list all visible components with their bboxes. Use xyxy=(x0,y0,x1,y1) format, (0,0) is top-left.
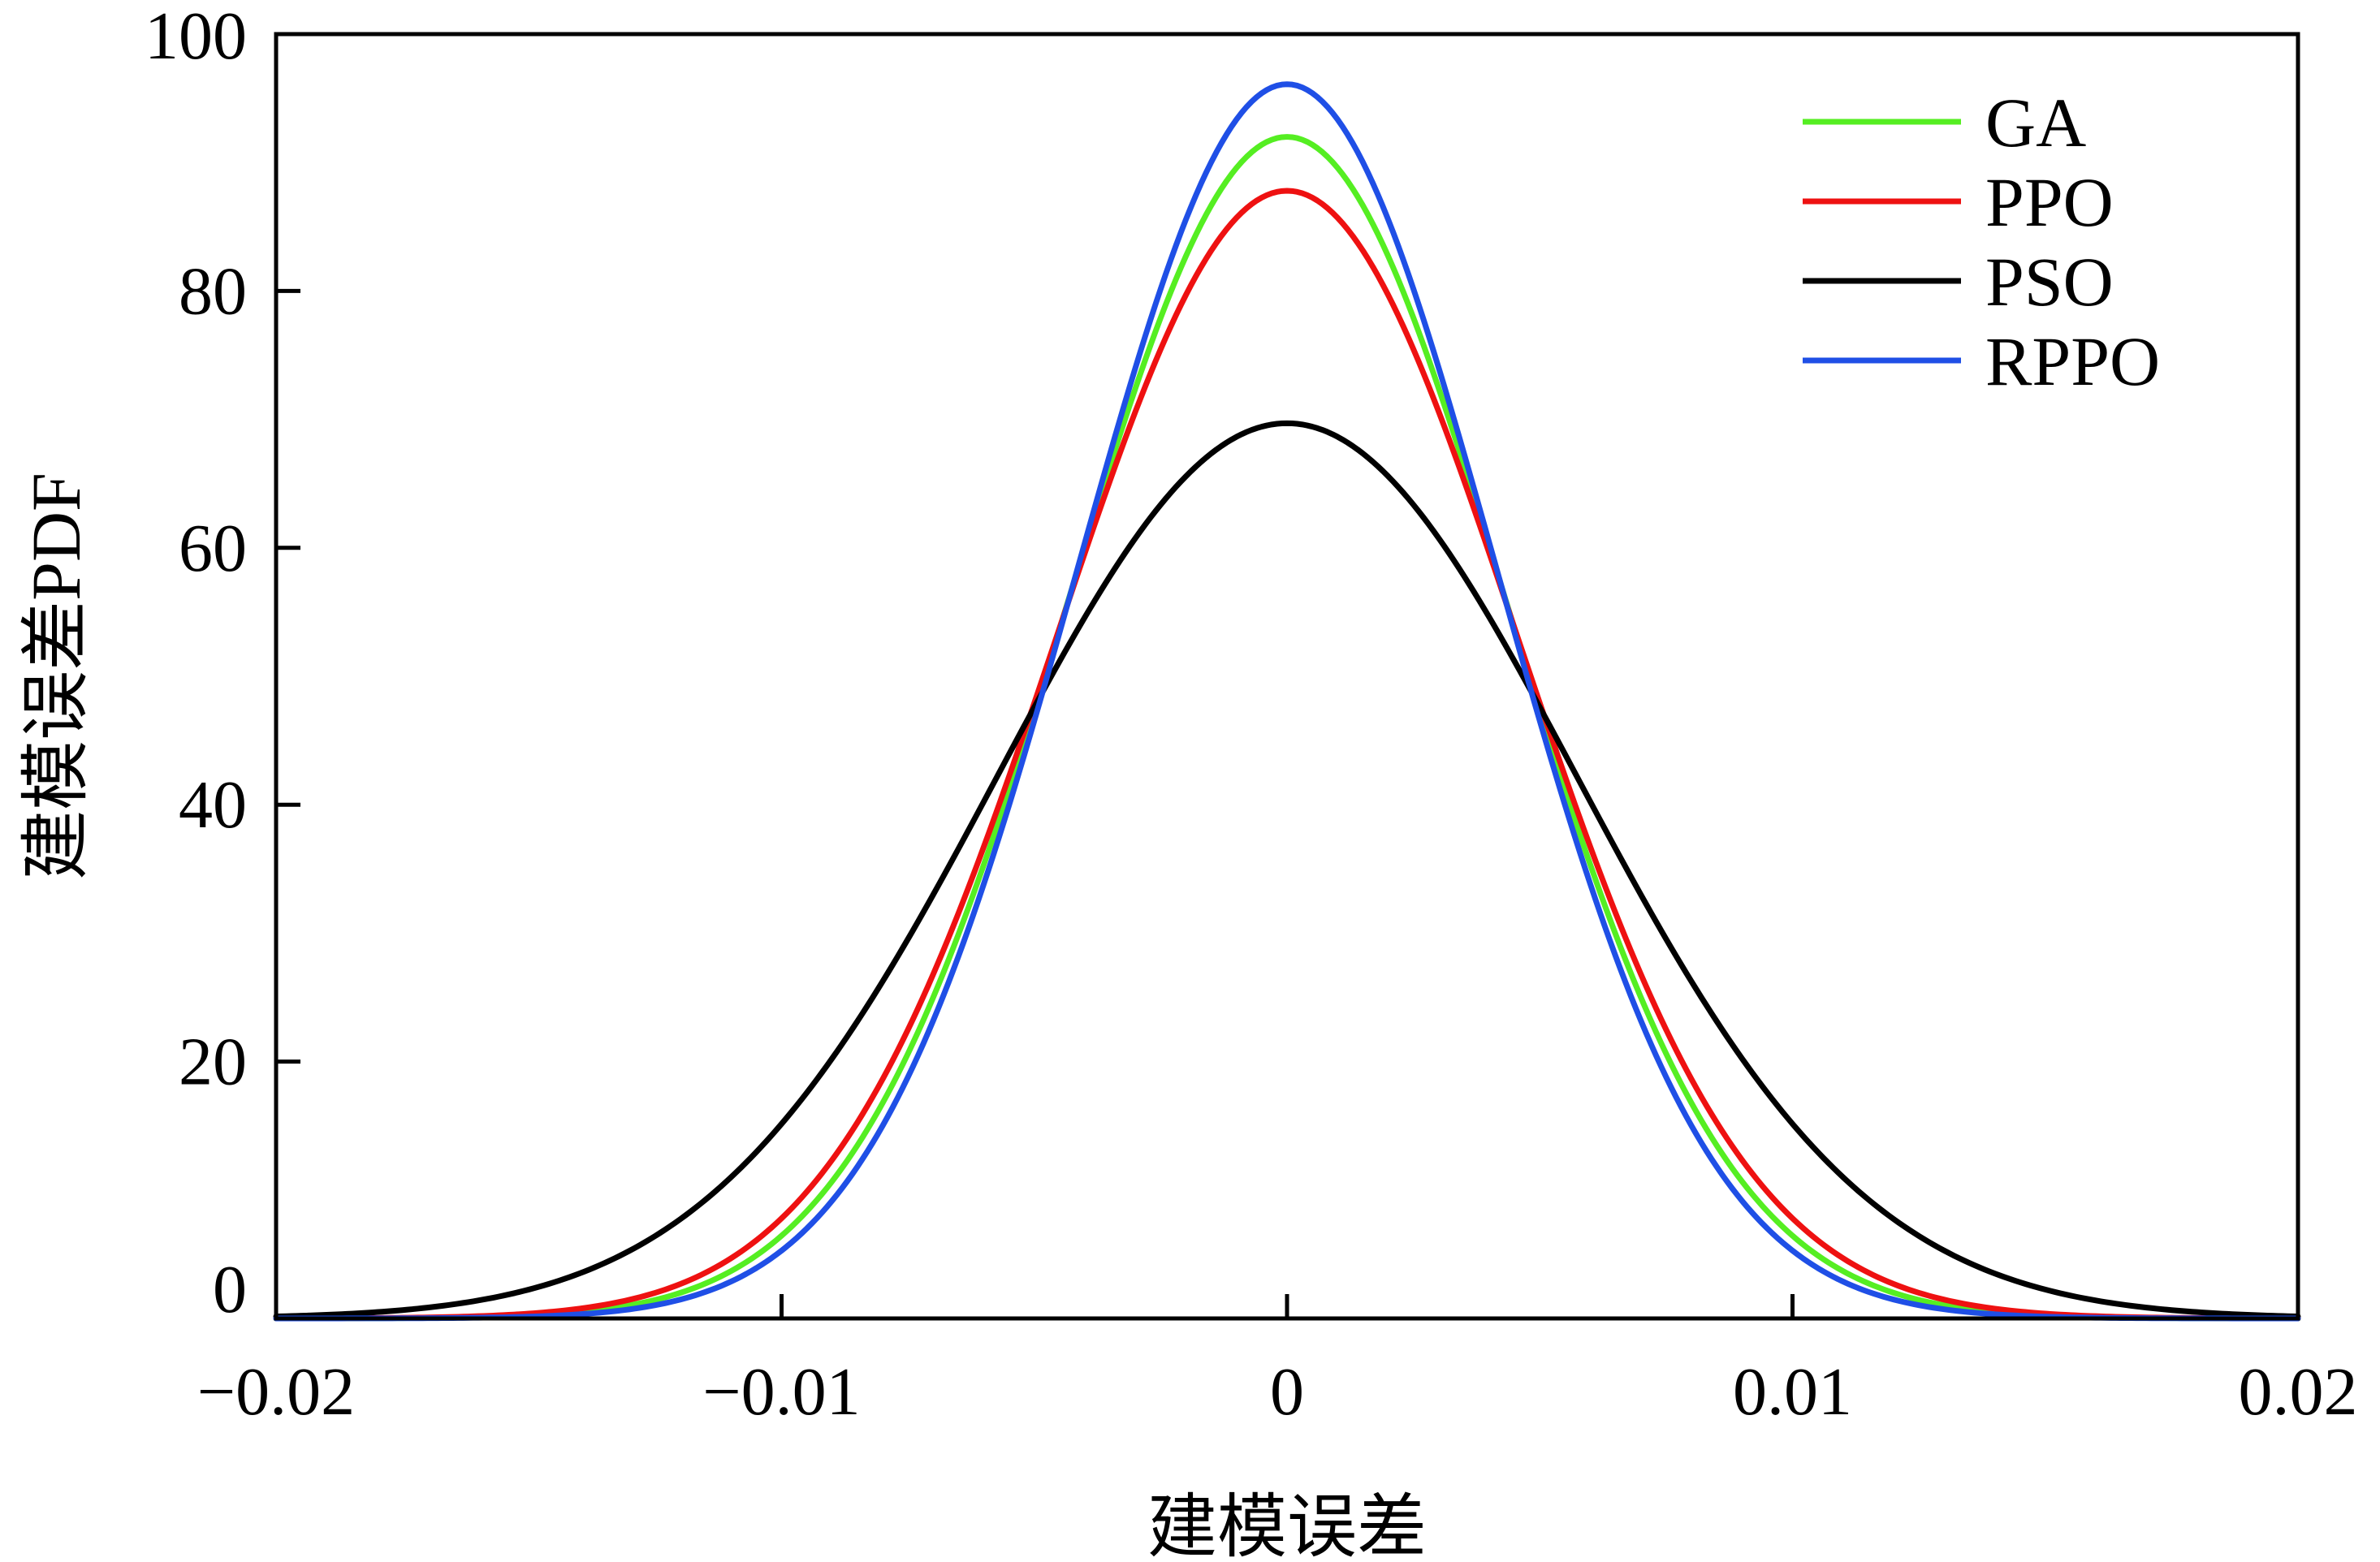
legend-label-rppo: RPPO xyxy=(1985,322,2160,400)
series-line-ga xyxy=(273,134,2301,1322)
x-tick-label: −0.01 xyxy=(702,1354,860,1430)
y-tick-label: 80 xyxy=(179,253,247,329)
x-axis-title: 建模误差 xyxy=(1147,1488,1427,1562)
y-tick-label: 40 xyxy=(179,767,247,843)
series-line-ppo xyxy=(273,188,2301,1322)
series-line-pso xyxy=(273,420,2301,1320)
x-tick-label: −0.02 xyxy=(197,1354,355,1430)
legend-label-ppo: PPO xyxy=(1985,163,2114,241)
y-tick-label: 0 xyxy=(213,1252,247,1327)
y-tick-label: 20 xyxy=(179,1025,247,1100)
series-layer xyxy=(273,81,2301,1322)
legend-label-ga: GA xyxy=(1985,84,2086,162)
x-tick-label: 0.02 xyxy=(2239,1354,2358,1430)
y-tick-label: 60 xyxy=(179,511,247,586)
y-axis-title: 建模误差PDF xyxy=(17,472,95,880)
axes-layer: −0.02 −0.01 0 0.01 0.02 0 20 40 60 80 100 xyxy=(145,0,2358,1430)
y-tick-label: 100 xyxy=(145,0,247,74)
x-tick-label: 0.01 xyxy=(1733,1354,1852,1430)
legend-label-pso: PSO xyxy=(1985,243,2114,321)
x-tick-label: 0 xyxy=(1270,1354,1304,1430)
series-line-rppo xyxy=(273,81,2301,1322)
